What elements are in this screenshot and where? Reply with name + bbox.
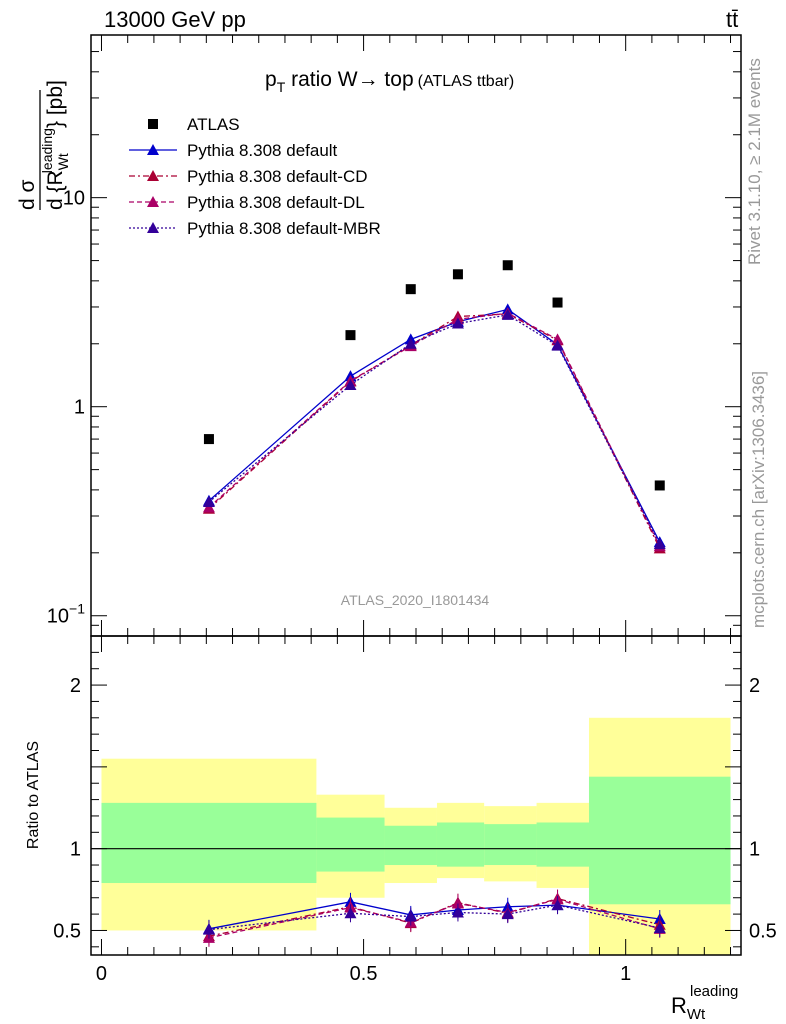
energy-label: 13000 GeV pp: [104, 7, 246, 32]
inner-band-6: [588, 776, 731, 905]
atlas-data-point: [502, 260, 513, 271]
top-series-line-3: [208, 312, 661, 547]
ratio-y-tick-label-right: 0.5: [749, 920, 777, 942]
ratio-y-tick-label-right: 2: [749, 675, 760, 697]
top-y-axis-label: d σ d {RWtleading} [pb]: [16, 80, 71, 210]
x-tick-label: 0: [96, 963, 107, 985]
inner-band-0: [101, 802, 317, 884]
atlas-data-point: [452, 269, 463, 280]
ratio-plot-panel: 0 0.5 1 0.5 0.5 1 1 2 2: [53, 635, 777, 985]
ratio-point: [551, 899, 564, 911]
ratio-y-tick-label: 0.5: [53, 920, 81, 942]
atlas-data-point: [345, 330, 356, 341]
ratio-y-tick-label-right: 1: [749, 839, 760, 861]
atlas-data-point: [405, 284, 416, 295]
atlas-data-point: [203, 434, 214, 445]
ratio-point: [501, 908, 514, 920]
top-series-line-1: [208, 308, 661, 543]
mc-point: [344, 379, 357, 391]
inner-band-4: [484, 824, 537, 866]
top-y-tick-label: 10−1: [47, 601, 85, 628]
ratio-point: [653, 922, 666, 934]
process-label: tt̄: [726, 7, 738, 32]
legend-label: Pythia 8.308 default: [187, 141, 338, 160]
mc-point: [451, 317, 464, 329]
legend-label: Pythia 8.308 default-CD: [187, 167, 368, 186]
legend-marker: [147, 144, 159, 155]
ratio-y-axis-label: Ratio to ATLAS: [25, 741, 42, 849]
legend-marker-atlas: [148, 119, 158, 129]
ratio-point: [202, 923, 215, 935]
top-y-tick-label: 10: [63, 188, 85, 210]
inner-band-5: [536, 822, 589, 867]
x-axis-label: RWt: [671, 993, 706, 1023]
rivet-label: Rivet 3.1.10, ≥ 2.1M events: [745, 58, 764, 265]
top-y-tick-label: 1: [74, 397, 85, 419]
x-tick-label: 1: [620, 963, 631, 985]
legend-label: Pythia 8.308 default-MBR: [187, 219, 381, 238]
mc-point: [653, 538, 666, 550]
ratio-y-tick-label: 2: [70, 675, 81, 697]
mc-point: [551, 333, 564, 345]
y-label-numerator: d σ: [16, 179, 39, 210]
ratio-point: [451, 906, 464, 918]
ratio-point: [451, 897, 464, 909]
atlas-data-point: [654, 480, 665, 491]
main-plot-panel: 10 1 10−1 ATLAS Pythia 8.308 default Pythia 8…: [47, 34, 742, 637]
legend-label: ATLAS: [187, 115, 240, 134]
x-axis-label-sup: leading: [690, 983, 738, 1000]
legend-marker: [147, 170, 159, 181]
ratio-point: [344, 907, 357, 919]
analysis-watermark: ATLAS_2020_I1801434: [341, 592, 490, 608]
mc-point: [404, 337, 417, 349]
atlas-data-point: [552, 297, 563, 308]
ratio-y-tick-label: 1: [70, 839, 81, 861]
legend-marker: [147, 222, 159, 233]
mc-point: [202, 496, 215, 508]
legend-label: Pythia 8.308 default-DL: [187, 193, 365, 212]
inner-band-2: [384, 825, 437, 866]
x-tick-label: 0.5: [350, 963, 378, 985]
site-label: mcplots.cern.ch [arXiv:1306.3436]: [749, 371, 768, 628]
plot-title: pT ratio W→ top (ATLAS ttbar): [265, 68, 514, 95]
inner-band-3: [436, 822, 485, 867]
top-series-line-2: [208, 313, 661, 549]
y-label-denominator: d {RWtleading} [pb]: [39, 80, 71, 210]
mc-point: [501, 308, 514, 320]
inner-band-1: [316, 817, 385, 872]
mc-point: [551, 339, 564, 351]
legend-marker: [147, 196, 159, 207]
top-series-line-4: [208, 314, 661, 545]
ratio-point: [404, 910, 417, 922]
